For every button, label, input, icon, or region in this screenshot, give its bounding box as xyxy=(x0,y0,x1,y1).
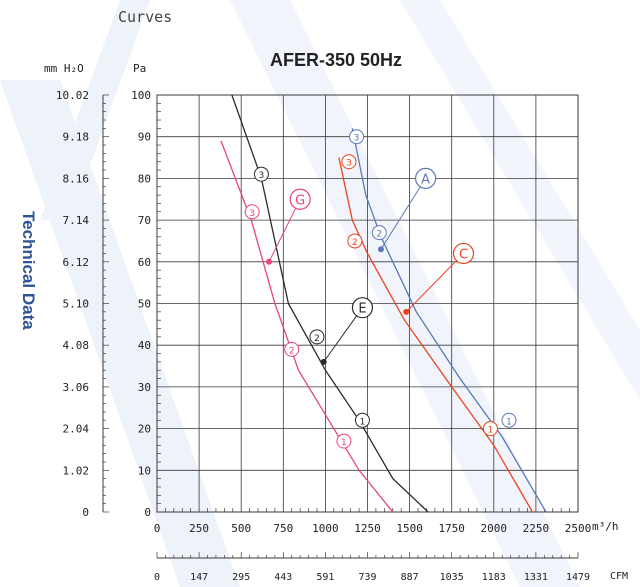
operating-point xyxy=(265,258,272,265)
mm-tick-label: 0 xyxy=(82,506,89,519)
speed-mark-circle xyxy=(284,341,300,357)
operating-point xyxy=(377,246,384,253)
mm-tick-label: 8.16 xyxy=(63,172,90,185)
series-label-circle xyxy=(414,167,437,189)
y-tick-label: 40 xyxy=(138,339,151,352)
mm-tick-label: 5.10 xyxy=(63,298,90,311)
y-tick-label: 30 xyxy=(138,381,151,394)
axis-ticks: 010203040506070809010001.022.043.064.085… xyxy=(56,89,591,583)
series-label: G xyxy=(295,193,305,208)
series-label-circle xyxy=(452,242,475,265)
cfm-tick-label: 1479 xyxy=(566,572,590,583)
leader-line xyxy=(268,199,301,263)
series-line-A xyxy=(351,128,547,513)
y-tick-label: 80 xyxy=(138,172,151,185)
speed-mark-label: 1 xyxy=(488,426,494,436)
x-tick-label: 1750 xyxy=(438,522,465,535)
cfm-tick-label: 887 xyxy=(401,572,419,583)
mm-tick-label: 1.02 xyxy=(63,464,90,477)
x-tick-label: 1000 xyxy=(312,522,339,535)
x-unit: m³/h xyxy=(592,520,619,533)
speed-mark-label: 3 xyxy=(354,134,360,144)
leader-line xyxy=(323,307,363,363)
series-layer: 3 2 1 E 3 2 1 G 3 2 1 A 3 2 1 C xyxy=(220,94,547,513)
x-tick-label: 2500 xyxy=(565,522,592,535)
speed-mark-label: 1 xyxy=(506,417,512,427)
speed-mark-label: 2 xyxy=(314,334,320,344)
operating-point xyxy=(403,308,410,315)
speed-mark-label: 2 xyxy=(289,346,295,356)
x-tick-label: 2250 xyxy=(523,522,550,535)
plot-grid xyxy=(102,94,579,559)
mm-tick-label: 4.08 xyxy=(63,339,90,352)
speed-mark-circle xyxy=(341,154,357,170)
cfm-tick-label: 739 xyxy=(358,572,376,583)
series-label: A xyxy=(421,172,430,187)
speed-mark-label: 3 xyxy=(249,209,255,219)
series-label: C xyxy=(459,247,468,262)
speed-mark-label: 2 xyxy=(376,230,382,240)
series-line-G xyxy=(220,140,394,513)
speed-mark-label: 3 xyxy=(259,171,265,181)
x-secondary-unit: CFM xyxy=(610,571,629,582)
cfm-tick-label: 147 xyxy=(190,572,208,583)
curves-label: Curves xyxy=(118,8,173,26)
side-label: Technical Data xyxy=(19,210,38,330)
y-tick-label: 20 xyxy=(138,423,151,436)
y-tick-label: 90 xyxy=(138,131,151,144)
x-tick-label: 1250 xyxy=(354,522,381,535)
speed-mark-circle xyxy=(336,433,352,449)
speed-mark-circle xyxy=(347,233,363,249)
y-tick-label: 50 xyxy=(138,298,151,311)
speed-mark-label: 1 xyxy=(360,417,366,427)
mm-tick-label: 7.14 xyxy=(63,214,90,227)
speed-mark-circle xyxy=(244,204,260,220)
speed-mark-circle xyxy=(349,129,365,145)
cfm-tick-label: 1331 xyxy=(524,572,548,583)
series-line-C xyxy=(338,157,534,513)
cfm-tick-label: 1183 xyxy=(482,572,506,583)
series-label: E xyxy=(358,302,366,317)
x-tick-label: 250 xyxy=(189,522,209,535)
speed-mark-circle xyxy=(501,412,517,428)
cfm-tick-label: 591 xyxy=(316,572,334,583)
x-tick-label: 500 xyxy=(231,522,251,535)
leader-line xyxy=(380,178,427,250)
x-tick-label: 750 xyxy=(273,522,293,535)
y-tick-label: 70 xyxy=(138,214,151,227)
speed-mark-label: 3 xyxy=(346,159,352,169)
speed-mark-circle xyxy=(371,225,387,241)
operating-point xyxy=(320,358,327,365)
chart-title: AFER-350 50Hz xyxy=(270,50,403,70)
speed-mark-circle xyxy=(253,166,269,182)
cfm-tick-label: 443 xyxy=(274,572,292,583)
cfm-tick-label: 0 xyxy=(154,572,160,583)
speed-mark-circle xyxy=(354,412,370,428)
mm-tick-label: 6.12 xyxy=(63,256,90,269)
series-label-circle xyxy=(351,297,374,319)
series-label-circle xyxy=(289,188,311,210)
x-tick-label: 1500 xyxy=(396,522,423,535)
x-tick-label: 2000 xyxy=(481,522,508,535)
mm-tick-label: 3.06 xyxy=(63,381,90,394)
leader-line xyxy=(405,253,464,313)
speed-mark-label: 2 xyxy=(352,238,358,248)
speed-mark-label: 1 xyxy=(341,438,347,448)
speed-mark-circle xyxy=(482,421,498,437)
cfm-tick-label: 295 xyxy=(232,572,250,583)
x-tick-label: 0 xyxy=(154,522,161,535)
y-tick-label: 10 xyxy=(138,464,151,477)
y-tick-label: 0 xyxy=(144,506,151,519)
y-tick-label: 100 xyxy=(131,89,151,102)
mm-tick-label: 2.04 xyxy=(63,423,90,436)
y-secondary-unit: mm H₂O xyxy=(44,62,84,75)
mm-tick-label: 10.02 xyxy=(56,89,89,102)
speed-mark-circle xyxy=(309,329,325,345)
y-tick-label: 60 xyxy=(138,256,151,269)
y-unit: Pa xyxy=(133,62,147,75)
mm-tick-label: 9.18 xyxy=(63,131,90,144)
cfm-tick-label: 1035 xyxy=(440,572,464,583)
